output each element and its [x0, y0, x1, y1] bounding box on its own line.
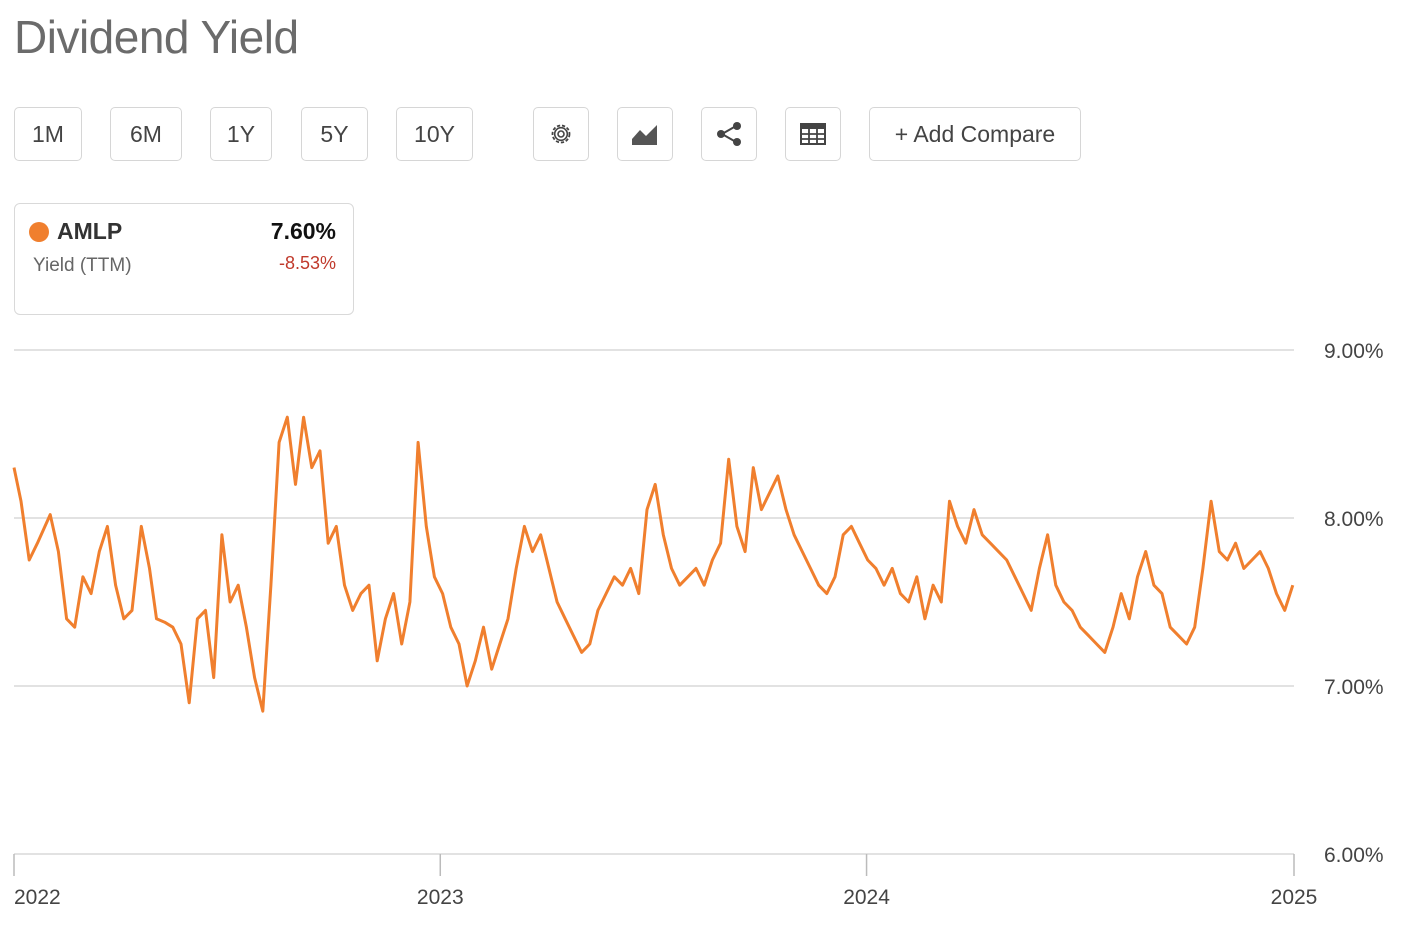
x-tick-label: 2023	[417, 886, 464, 909]
range-5y-button[interactable]: 5Y	[301, 107, 368, 161]
table-view-button[interactable]	[785, 107, 841, 161]
x-axis: 2022 2023 2024 2025	[13, 854, 1318, 909]
settings-button[interactable]	[533, 107, 589, 161]
chart-type-icon	[630, 121, 660, 147]
range-10y-button[interactable]: 10Y	[396, 107, 473, 161]
gear-icon	[548, 121, 574, 147]
y-tick-label: 7.00%	[1324, 676, 1384, 699]
range-6m-button[interactable]: 6M	[110, 107, 182, 161]
y-tick-label: 6.00%	[1324, 844, 1384, 867]
series-layer	[12, 415, 1295, 713]
share-button[interactable]	[701, 107, 757, 161]
legend-value: 7.60%	[270, 218, 336, 244]
legend-card: AMLP Yield (TTM) 7.60% -8.53%	[14, 203, 354, 315]
x-tick-label: 2025	[1271, 886, 1318, 909]
page-title: Dividend Yield	[14, 11, 299, 63]
add-compare-button[interactable]: + Add Compare	[869, 107, 1081, 161]
table-icon	[799, 122, 827, 146]
grid-layer	[14, 349, 1294, 855]
legend-change: -8.53%	[278, 253, 336, 273]
series-color-dot	[29, 222, 49, 242]
y-axis: 9.00% 8.00% 7.00% 6.00%	[1324, 340, 1384, 867]
chart-type-button[interactable]	[617, 107, 673, 161]
series-line-amlp	[12, 415, 1295, 713]
legend-ticker: AMLP	[57, 218, 123, 244]
range-1m-button[interactable]: 1M	[14, 107, 82, 161]
share-icon	[715, 121, 743, 147]
y-tick-label: 9.00%	[1324, 340, 1384, 363]
x-tick-label: 2024	[843, 886, 890, 909]
dividend-yield-chart: 2022 2023 2024 2025 9.00% 8.00% 7.00% 6.00%	[12, 340, 1384, 909]
legend-subtitle: Yield (TTM)	[33, 255, 132, 276]
x-tick-label: 2022	[14, 886, 61, 909]
y-tick-label: 8.00%	[1324, 508, 1384, 531]
range-1y-button[interactable]: 1Y	[210, 107, 272, 161]
